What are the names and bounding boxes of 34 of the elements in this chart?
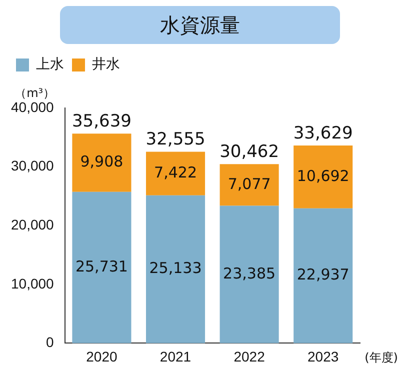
x-tick-label: 2023 xyxy=(308,348,339,364)
bar xyxy=(72,134,132,192)
y-tick-label: 10,000 xyxy=(10,275,54,292)
total-label: 35,639 xyxy=(72,112,132,132)
data-label: 22,937 xyxy=(296,266,350,284)
total-label: 30,462 xyxy=(220,142,280,162)
chart-title: 水資源量 xyxy=(60,6,340,44)
data-label: 10,692 xyxy=(296,166,350,185)
x-tick-label: 2021 xyxy=(160,348,192,364)
data-label: 9,908 xyxy=(80,152,124,171)
total-label: 33,629 xyxy=(293,123,353,144)
bar xyxy=(72,192,132,344)
bar xyxy=(294,145,353,208)
bar xyxy=(220,206,279,344)
y-tick-label: 20,000 xyxy=(10,216,54,232)
y-axis-title: （m³） xyxy=(14,86,56,100)
data-label: 25,133 xyxy=(149,259,202,278)
bar xyxy=(146,152,206,196)
bar xyxy=(146,195,206,344)
bar xyxy=(294,208,353,344)
y-tick-label: 30,000 xyxy=(10,158,54,174)
data-label: 7,077 xyxy=(228,174,271,193)
data-label: 23,385 xyxy=(223,264,276,282)
x-tick-label: 2020 xyxy=(86,348,118,364)
x-tick-label: 2022 xyxy=(234,348,266,364)
legend-label: 井水 xyxy=(92,56,120,73)
x-axis-title: (年度) xyxy=(364,350,398,364)
total-label: 32,555 xyxy=(146,130,206,150)
bar xyxy=(220,164,279,206)
y-tick-label: 0 xyxy=(46,334,54,350)
legend-label: 上水 xyxy=(36,56,64,73)
data-label: 7,422 xyxy=(154,163,197,182)
data-label: 25,731 xyxy=(75,257,128,276)
y-tick-label: 40,000 xyxy=(10,98,54,115)
